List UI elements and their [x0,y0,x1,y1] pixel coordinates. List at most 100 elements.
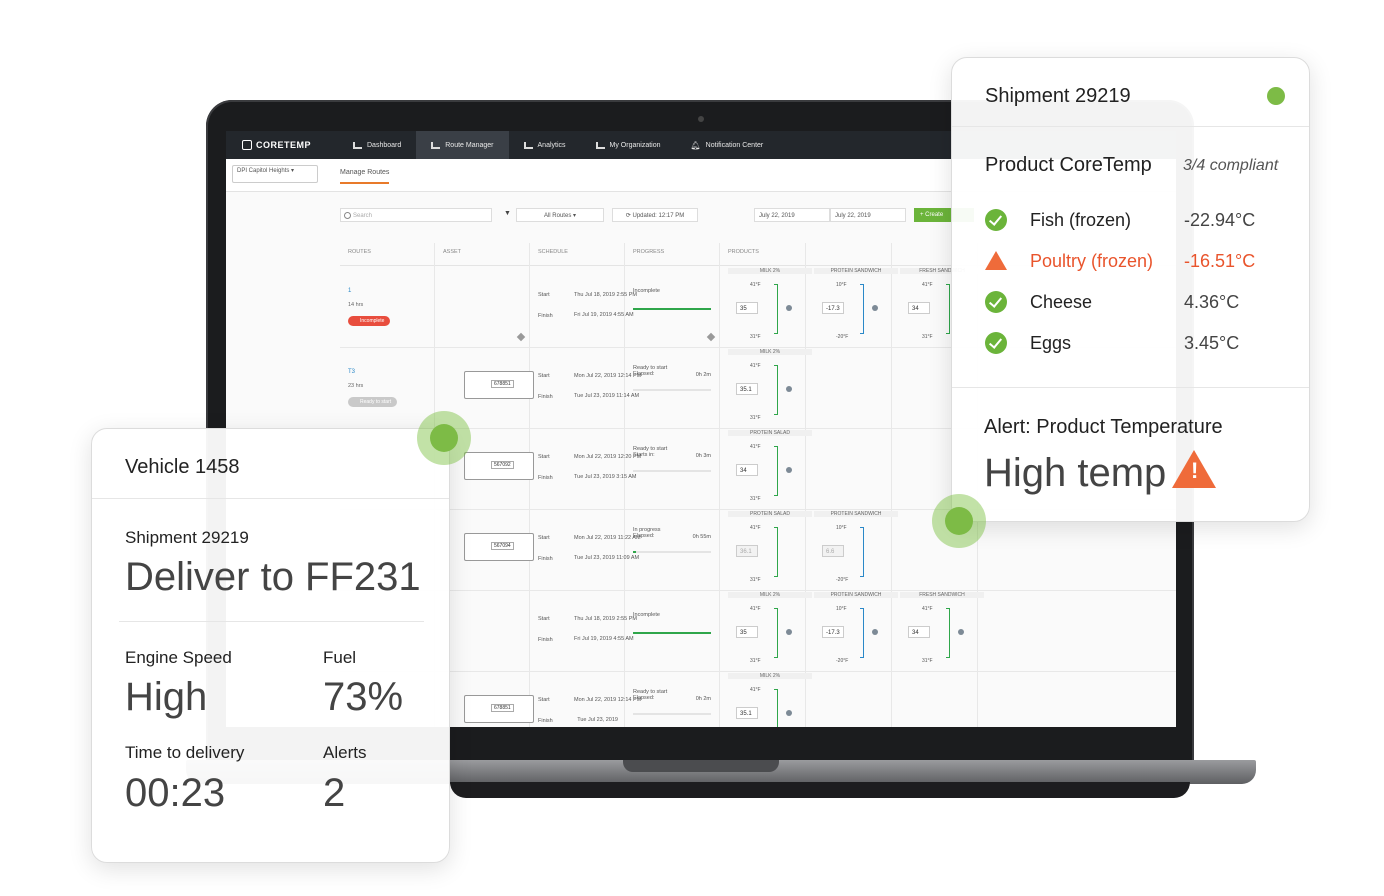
product-temp: -16.51°C [1184,251,1256,271]
product-lo: 31°F [750,334,761,340]
product-temp: 34 [908,302,930,314]
truck-asset[interactable]: 567094 [464,533,534,561]
progress-cell: Ready to start Starts in: 0h 3m [633,446,711,472]
edit-icon[interactable] [516,332,526,342]
nav-route-manager[interactable]: Route Manager [416,131,509,159]
product-hi: 41°F [750,282,761,288]
product-lo: 31°F [922,658,933,664]
progress-cell: Incomplete [633,288,711,310]
table-row[interactable]: T3 23 hrs Ready to start 678851 Start Mo… [340,347,1176,429]
start-time: Mon Jul 22, 2019 12:20 PM [574,454,642,460]
progress-label: In progress [633,527,661,533]
product-hi: 41°F [922,606,933,612]
org-chart-icon [595,141,605,149]
product-lo: 31°F [750,415,761,421]
temp-gauge [946,284,950,334]
nav-notification-center[interactable]: 🔔︎ Notification Center [676,131,779,159]
start-time: Mon Jul 22, 2019 12:14 PM [574,373,642,379]
time-to-delivery-label: Time to delivery [125,743,245,762]
product-hi: 10°F [836,525,847,531]
temp-gauge [860,608,864,658]
status-dot [1267,87,1285,105]
progress-label: Ready to start [633,689,668,695]
progress-cell: In progress Elapsed: 0h 55m [633,527,711,553]
finish-label: Finish [538,394,553,400]
nav-analytics[interactable]: Analytics [509,131,581,159]
product-temp: 36.1 [736,545,758,557]
progress-label: Ready to start [633,446,668,452]
schedule-cell: Start Mon Jul 22, 2019 12:20 PM Finish T… [538,454,641,482]
product-name: FRESH SANDWICH [900,592,984,598]
organization-select[interactable]: DPI Capitol Heights ▾ [232,165,318,183]
info-icon[interactable] [786,629,792,635]
temp-gauge [774,689,778,727]
elapsed-time: 0h 55m [692,534,711,540]
info-icon[interactable] [872,629,878,635]
status-badge: Ready to start [348,397,398,407]
updated-label: Updated: 12:17 PM [632,213,685,219]
finish-time: Fri Jul 19, 2019 4:55 AM [574,636,634,642]
info-icon[interactable] [872,305,878,311]
truck-asset[interactable]: 678851 [464,695,534,723]
nav-my-organization[interactable]: My Organization [581,131,676,159]
route-id-link[interactable]: T3 [348,369,356,375]
column-divider [719,243,720,727]
table-row[interactable]: 567092 Start Mon Jul 22, 2019 12:20 PM F… [340,428,1176,510]
nav-label: Dashboard [367,141,402,149]
progress-label: Incomplete [633,612,660,618]
edit-icon[interactable] [706,332,716,342]
coretemp-logo[interactable]: CORETEMP [226,140,338,150]
info-icon[interactable] [786,305,792,311]
table-row[interactable]: Start Thu Jul 18, 2019 2:55 PM Finish Fr… [340,590,1176,672]
warning-triangle-icon [985,251,1007,270]
column-divider [529,243,530,727]
route-duration: 23 hrs [348,383,364,389]
route-toolbar: Search ▼ All Routes ▾ ⟳ Updated: 12:17 P… [340,208,1170,224]
start-time: Thu Jul 18, 2019 2:55 PM [574,616,637,622]
schedule-cell: Start Thu Jul 18, 2019 2:55 PM Finish Fr… [538,292,637,320]
search-input[interactable]: Search [340,208,492,222]
product-hi: 10°F [836,282,847,288]
start-time: Mon Jul 22, 2019 12:14 PM [574,697,642,703]
product-name: PROTEIN SALAD [728,511,812,517]
temp-gauge [774,608,778,658]
date-to-input[interactable]: July 22, 2019 [830,208,906,222]
laptop-foot [450,782,1190,798]
progress-sub: Starts in: [633,452,655,458]
product-lo: 31°F [750,577,761,583]
elapsed-time: 0h 3m [695,453,711,459]
product-lo: 31°F [750,496,761,502]
truck-asset[interactable]: 678851 [464,371,534,399]
col-asset: ASSET [443,249,462,255]
info-icon[interactable] [786,467,792,473]
compliance-text: 3/4 compliant [1183,157,1279,174]
routes-filter-dropdown[interactable]: All Routes ▾ [516,208,604,222]
filter-icon[interactable]: ▼ [504,210,511,217]
product-hi: 10°F [836,606,847,612]
product-name: FRESH SANDWICH [900,268,984,274]
column-divider [624,243,625,727]
product-name: MILK 2% [728,349,812,355]
nav-dashboard[interactable]: Dashboard [338,131,416,159]
info-icon[interactable] [786,386,792,392]
schedule-cell: Start Thu Jul 18, 2019 2:55 PM Finish Fr… [538,616,637,644]
info-icon[interactable] [786,710,792,716]
hexagon-icon [242,140,252,150]
refresh-button[interactable]: ⟳ Updated: 12:17 PM [612,208,698,222]
date-from-input[interactable]: July 22, 2019 [754,208,830,222]
progress-cell: Incomplete [633,612,711,634]
product-name: MILK 2% [728,268,812,274]
info-icon[interactable] [958,629,964,635]
table-row[interactable]: 567094 Start Mon Jul 22, 2019 11:22 AM F… [340,509,1176,591]
progress-label: Ready to start [633,365,668,371]
warning-triangle-icon [1172,450,1216,488]
product-lo: 31°F [922,334,933,340]
temp-gauge [860,284,864,334]
table-row[interactable]: 1 14 hrs Incomplete Start Thu Jul 18, 20… [340,266,1176,348]
table-row[interactable]: 678851 Start Mon Jul 22, 2019 12:14 PM F… [340,671,1176,727]
truck-asset[interactable]: 567092 [464,452,534,480]
route-id-link[interactable]: 1 [348,288,352,294]
asset-id: 678851 [491,704,514,712]
tab-manage-routes[interactable]: Manage Routes [340,169,390,184]
progress-sub: Elapsed: [633,695,655,701]
